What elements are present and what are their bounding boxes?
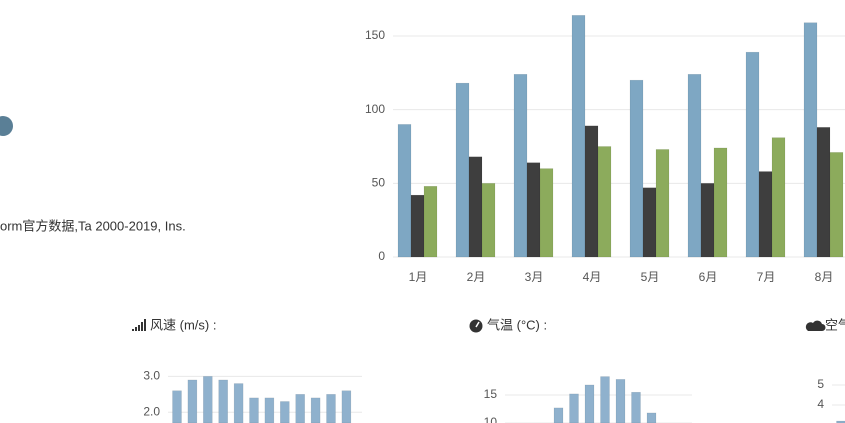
bar — [597, 146, 612, 258]
gauge-icon — [469, 319, 483, 333]
bar — [326, 394, 336, 423]
bar — [615, 379, 626, 423]
bar — [218, 379, 228, 423]
y-tick-label: 150 — [365, 28, 385, 42]
x-tick-label: 6月 — [699, 270, 718, 284]
bar — [481, 183, 496, 258]
bar — [539, 168, 554, 258]
temp-header: 气温 (°C) : — [487, 317, 547, 332]
bar — [631, 391, 641, 423]
y-tick-label: 3.0 — [143, 369, 160, 383]
source-text: orm官方数据,Ta 2000-2019, Ins. — [0, 218, 186, 233]
y-tick-label: 50 — [372, 175, 386, 189]
bar — [455, 82, 470, 258]
x-tick-label: 1月 — [409, 270, 428, 284]
bar — [646, 412, 657, 423]
bar — [172, 390, 182, 423]
y-tick-label: 0 — [378, 249, 385, 263]
bar — [571, 15, 586, 258]
bar — [264, 397, 275, 423]
bar — [600, 376, 610, 423]
bar — [829, 152, 844, 258]
x-tick-label: 7月 — [757, 270, 776, 284]
bar — [341, 390, 352, 423]
badge — [0, 116, 13, 136]
bar — [203, 376, 213, 423]
bar — [553, 407, 564, 423]
bar — [642, 187, 657, 258]
cloud-icon — [805, 320, 826, 331]
bar — [423, 186, 438, 258]
bar — [713, 147, 728, 258]
bar — [584, 125, 599, 258]
y-tick-label: 10 — [484, 415, 498, 423]
bar — [249, 397, 259, 423]
y-tick-label: 5 — [817, 377, 824, 391]
bar — [310, 397, 321, 423]
bar — [584, 384, 595, 423]
bar — [410, 194, 425, 258]
x-tick-label: 2月 — [467, 270, 486, 284]
bar — [526, 162, 541, 258]
bar — [758, 171, 773, 258]
x-tick-label: 5月 — [641, 270, 660, 284]
bar — [700, 183, 715, 258]
x-tick-label: 8月 — [815, 270, 834, 284]
signal-icon — [132, 319, 146, 331]
bar — [803, 22, 818, 258]
y-tick-label: 2.0 — [143, 404, 160, 418]
bar — [771, 137, 786, 258]
y-tick-label: 100 — [365, 102, 385, 116]
x-tick-label: 3月 — [525, 270, 544, 284]
bar — [655, 149, 670, 258]
bar — [816, 127, 831, 258]
x-tick-label: 4月 — [583, 270, 602, 284]
bar — [233, 383, 244, 423]
bar — [187, 379, 198, 423]
bar — [836, 420, 845, 423]
bar — [295, 394, 305, 423]
wind-header: 风速 (m/s) : — [150, 317, 216, 332]
bar — [468, 156, 483, 258]
bar — [280, 401, 290, 423]
y-tick-label: 15 — [484, 387, 498, 401]
y-tick-label: 4 — [817, 397, 824, 411]
air-header: 空气 — [825, 317, 845, 332]
bar — [569, 393, 579, 423]
bar — [629, 79, 644, 258]
bar — [745, 51, 760, 258]
bar — [687, 74, 702, 258]
bar — [397, 124, 412, 258]
bar — [513, 74, 528, 258]
